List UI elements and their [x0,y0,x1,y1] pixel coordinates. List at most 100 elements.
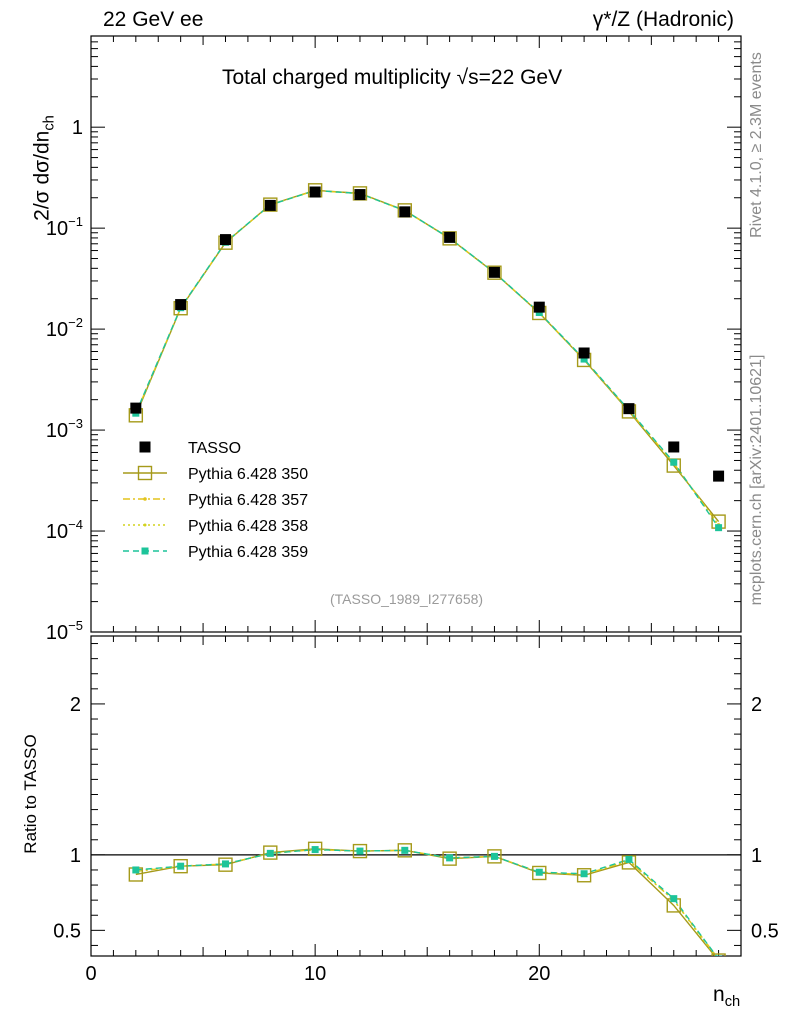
ratio-point-0 [307,841,323,857]
ratio-point-0 [263,845,278,860]
y-tick-label: 1 [72,117,83,139]
header-left: 22 GeV ee [103,8,204,31]
ratio-axis-label: Ratio to TASSO [21,734,40,854]
legend-marker [137,465,153,481]
x-axis-label: nch [713,983,740,1010]
legend-marker [143,523,147,527]
data-point [488,266,500,278]
y-tick-label-base: 10 [46,420,68,442]
ratio-point-0 [397,843,412,858]
ratio-point-2 [717,959,720,962]
ratio-point-3 [221,860,229,868]
series-line-3 [135,189,720,529]
ratio-point-3 [625,855,633,863]
y-axis-label-main: 2/σ dσ/dn [30,130,54,221]
main-plot-frame [90,35,742,633]
series-point-3 [670,458,678,466]
ratio-plot-area [128,841,726,962]
ratio-point-3 [311,846,319,854]
rivet-version-label: Rivet 4.1.0, ≥ 2.3M events [748,52,765,238]
ratio-point-0 [532,865,547,881]
main-plot-area [128,183,726,532]
data-point [175,299,187,311]
ratio-tick-label-right: 1 [751,845,762,867]
ratio-tick-label-left: 2 [70,694,81,716]
data-point [668,441,680,453]
ratio-line-3 [135,848,718,956]
y-tick-label-base: 10 [46,218,68,240]
ratio-point-0 [576,868,592,883]
ratio-tick-label-right: 0.5 [751,920,779,942]
ratio-point-3 [132,866,140,874]
data-point [130,402,142,414]
data-point [264,199,276,211]
ratio-point-3 [401,846,409,854]
y-tick-label-base: 10 [46,521,68,543]
ratio-point-0 [173,858,188,874]
y-tick-label: 10−3 [46,416,83,442]
ratio-point-3 [177,862,185,870]
data-point [354,189,366,201]
header-right: γ*/Z (Hadronic) [592,8,734,31]
legend-marker [143,497,147,501]
ratio-point-0 [487,849,502,864]
series-point-0 [487,265,502,280]
data-point [444,231,456,243]
y-axis-label: 2/σ dσ/dnch [30,115,57,221]
mcplots-site-label: mcplots.cern.ch [arXiv:2401.10621] [748,354,765,606]
ratio-point-0 [218,857,233,872]
y-tick-label-base: 1 [72,117,83,139]
ratio-plot-frame [90,635,742,957]
legend-marker [141,547,149,555]
chart-title: Total charged multiplicity √s=22 GeV [222,66,563,89]
x-tick-label: 0 [85,963,96,985]
ratio-point-3 [490,852,498,860]
y-tick-label: 10−2 [46,315,83,341]
legend-label: Pythia 6.428 350 [188,466,308,483]
y-tick-label-base: 10 [46,622,68,644]
data-point [623,403,635,415]
x-tick-label: 10 [304,963,326,985]
y-tick-label-exp: −2 [68,315,83,330]
ratio-point-0 [442,851,457,866]
x-axis-label-sub: ch [724,994,741,1011]
series-point-3 [580,355,588,363]
data-point [219,234,231,246]
data-point [309,186,321,198]
y-axis-label-sub: ch [41,115,58,131]
ratio-point-3 [580,870,588,878]
ratio-point-1 [717,957,721,961]
legend-label: Pythia 6.428 358 [188,518,308,535]
ratio-point-3 [356,847,364,855]
data-point [713,470,725,482]
data-point [533,301,545,313]
analysis-id: (TASSO_1989_I277658) [330,591,484,607]
ratio-tick-label-left: 1 [70,845,81,867]
legend-label: Pythia 6.428 357 [188,492,308,509]
series-point-0 [442,231,457,246]
x-tick-label: 20 [528,963,550,985]
ratio-tick-label-right: 2 [751,694,762,716]
y-tick-label-exp: −1 [68,214,83,229]
y-tick-label-exp: −3 [68,416,83,431]
legend-label: TASSO [188,440,241,457]
y-tick-label-exp: −4 [68,517,83,532]
y-tick-label-base: 10 [46,319,68,341]
ratio-point-0 [711,953,726,956]
y-tick-label-exp: −5 [68,618,83,633]
legend-marker [139,441,151,453]
series-point-3 [715,524,723,532]
ratio-point-3 [266,849,274,857]
ratio-point-3 [535,868,543,876]
y-tick-label: 10−1 [46,214,83,240]
ratio-point-3 [715,955,723,956]
y-tick-label: 10−4 [46,517,83,543]
ratio-point-3 [670,895,678,903]
ratio-point-3 [446,854,454,862]
legend-label: Pythia 6.428 359 [188,544,308,561]
data-point [399,206,411,218]
x-axis-label-main: n [713,983,725,1006]
ratio-tick-label-left: 0.5 [53,920,81,942]
series-point-0 [263,197,278,212]
